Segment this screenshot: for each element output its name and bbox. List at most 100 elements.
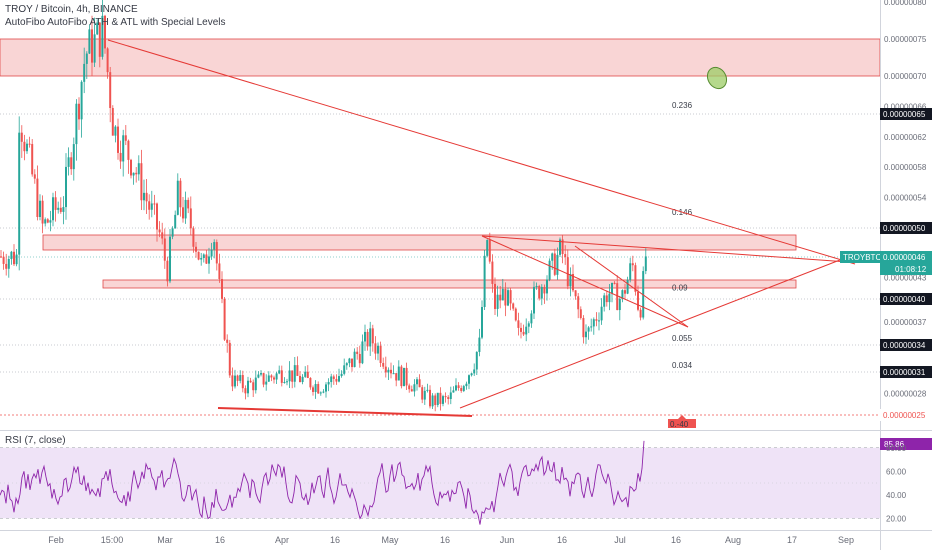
candle-body xyxy=(335,378,338,382)
time-tick: Feb xyxy=(48,535,64,545)
candle-body xyxy=(478,337,481,352)
wedge-inner-line[interactable] xyxy=(574,245,689,328)
candle-body xyxy=(413,384,416,392)
time-tick: Apr xyxy=(275,535,289,545)
candle-body xyxy=(197,251,200,260)
candle-body xyxy=(345,363,348,366)
wedge-upper-line[interactable] xyxy=(481,235,689,328)
price-tag-label: 0.00000065 xyxy=(883,110,926,119)
price-tag xyxy=(880,108,932,120)
candle-body xyxy=(423,390,426,400)
time-tick: 16 xyxy=(557,535,567,545)
time-tick: 16 xyxy=(440,535,450,545)
candle-body xyxy=(592,319,595,327)
candle-body xyxy=(639,309,642,318)
candle-body xyxy=(143,192,145,201)
candle-body xyxy=(122,135,125,162)
candle-body xyxy=(473,369,476,374)
candle-body xyxy=(288,370,291,382)
candle-body xyxy=(150,203,153,210)
candle-body xyxy=(488,240,491,262)
candle-body xyxy=(546,279,548,294)
candle-body xyxy=(340,373,343,377)
time-tick: Jun xyxy=(500,535,515,545)
symbol-tag[interactable] xyxy=(840,251,880,263)
candle-body xyxy=(637,291,639,310)
candle-body xyxy=(319,392,322,394)
candle-body xyxy=(314,384,317,392)
top-resistance-line[interactable] xyxy=(481,235,849,263)
time-tick: May xyxy=(381,535,399,545)
candle-body xyxy=(377,345,379,354)
resistance-zones xyxy=(0,38,881,289)
candle-body xyxy=(262,373,265,385)
price-tag xyxy=(880,339,932,351)
candle-body xyxy=(174,214,177,229)
candle-body xyxy=(65,166,67,208)
candle-body xyxy=(306,371,309,379)
candle-body xyxy=(293,365,296,382)
candle-body xyxy=(330,376,333,383)
candle-body xyxy=(104,15,106,49)
candle-body xyxy=(585,331,587,338)
candle-body xyxy=(124,135,127,141)
candle-body xyxy=(301,376,304,383)
support-baseline[interactable] xyxy=(217,407,473,417)
candle-body xyxy=(299,375,301,383)
candle-body xyxy=(15,254,18,265)
candle-body xyxy=(371,328,374,344)
candle-body xyxy=(158,229,161,233)
candle-body xyxy=(270,375,273,378)
ascending-trendline[interactable] xyxy=(459,257,846,409)
candle-body xyxy=(179,180,182,208)
countdown-label: 01:08:12 xyxy=(895,265,927,274)
candle-body xyxy=(577,296,580,310)
candle-body xyxy=(226,339,229,343)
candle-body xyxy=(397,366,400,381)
candle-body xyxy=(244,388,247,394)
candle-body xyxy=(509,290,512,304)
indicator-label[interactable]: AutoFibo AutoFibo ATH & ATL with Special… xyxy=(5,17,226,28)
candle-body xyxy=(566,257,569,287)
candle-body xyxy=(44,219,47,224)
price-tag xyxy=(880,409,932,421)
fib-label: 0.236 xyxy=(672,101,693,110)
candle-body xyxy=(304,371,307,377)
candle-body xyxy=(13,251,15,265)
rsi-label[interactable]: RSI (7, close) xyxy=(5,435,66,446)
candle-body xyxy=(535,286,538,288)
candle-body xyxy=(348,358,351,364)
candle-body xyxy=(46,219,49,223)
candle-body xyxy=(62,207,65,212)
candle-body xyxy=(132,172,135,176)
candle-body xyxy=(296,365,299,376)
fib-label: 0.-40 xyxy=(670,420,689,429)
last-price-label: 0.00000046 xyxy=(883,253,926,262)
candle-body xyxy=(579,309,582,319)
candle-body xyxy=(0,256,2,258)
candle-body xyxy=(358,353,361,364)
candle-body xyxy=(460,388,463,391)
price-tag-label: 0.00000050 xyxy=(883,224,926,233)
candle-body xyxy=(91,29,93,63)
candle-body xyxy=(106,48,109,73)
price-tick: 0.00000054 xyxy=(884,194,927,203)
descending-trendline[interactable] xyxy=(107,39,856,265)
candle-body xyxy=(140,163,143,201)
candle-body xyxy=(83,63,86,82)
candle-body xyxy=(551,253,554,261)
price-tick: 0.00000075 xyxy=(884,35,927,44)
candle-body xyxy=(145,192,148,202)
chart-title[interactable]: TROY / Bitcoin, 4h, BINANCE xyxy=(5,4,138,15)
candle-body xyxy=(327,382,330,385)
price-tag xyxy=(880,366,932,378)
candle-body xyxy=(418,379,421,388)
target-marker-ellipse[interactable] xyxy=(704,64,731,92)
candle-body xyxy=(111,108,114,136)
candle-body xyxy=(109,72,112,109)
candle-body xyxy=(31,144,34,175)
time-tick: Jul xyxy=(614,535,626,545)
candle-body xyxy=(39,200,41,217)
